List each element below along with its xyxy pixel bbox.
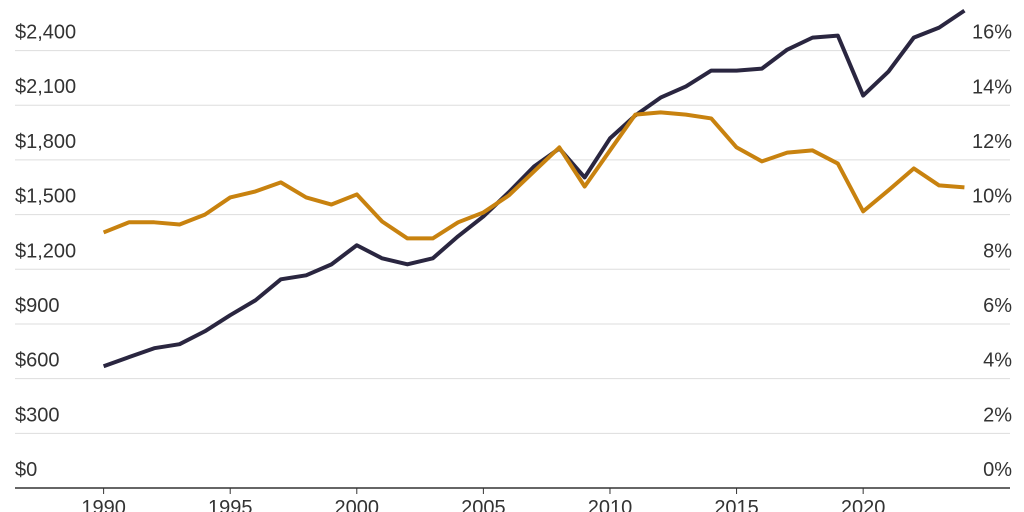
y-tick-label: $900 — [15, 295, 60, 317]
y-tick-label: $600 — [15, 350, 60, 372]
y-tick-label: $2,400 — [15, 22, 76, 44]
y2-tick-label: 4% — [983, 350, 1012, 372]
y2-tick-label: 14% — [972, 76, 1012, 98]
x-tick-label: 1995 — [208, 497, 253, 512]
x-tick-label: 1990 — [81, 497, 126, 512]
x-tick-label: 2000 — [335, 497, 380, 512]
y-tick-label: $300 — [15, 404, 60, 426]
x-tick-label: 2020 — [841, 497, 886, 512]
y2-tick-label: 8% — [983, 240, 1012, 262]
y-tick-label: $1,200 — [15, 240, 76, 262]
y2-tick-label: 2% — [983, 404, 1012, 426]
y2-tick-label: 0% — [983, 459, 1012, 481]
series-line — [102, 110, 965, 241]
x-tick-label: 2015 — [714, 497, 759, 512]
y-tick-label: $2,100 — [15, 76, 76, 98]
x-tick-label: 2010 — [588, 497, 633, 512]
x-tick-label: 2005 — [461, 497, 506, 512]
y-tick-label: $0 — [15, 459, 37, 481]
y2-tick-label: 16% — [972, 22, 1012, 44]
y-tick-label: $1,800 — [15, 131, 76, 153]
y-tick-label: $1,500 — [15, 186, 76, 208]
y2-tick-label: 6% — [983, 295, 1012, 317]
y2-tick-label: 12% — [972, 131, 1012, 153]
y2-tick-label: 10% — [972, 186, 1012, 208]
series-line — [102, 8, 966, 369]
